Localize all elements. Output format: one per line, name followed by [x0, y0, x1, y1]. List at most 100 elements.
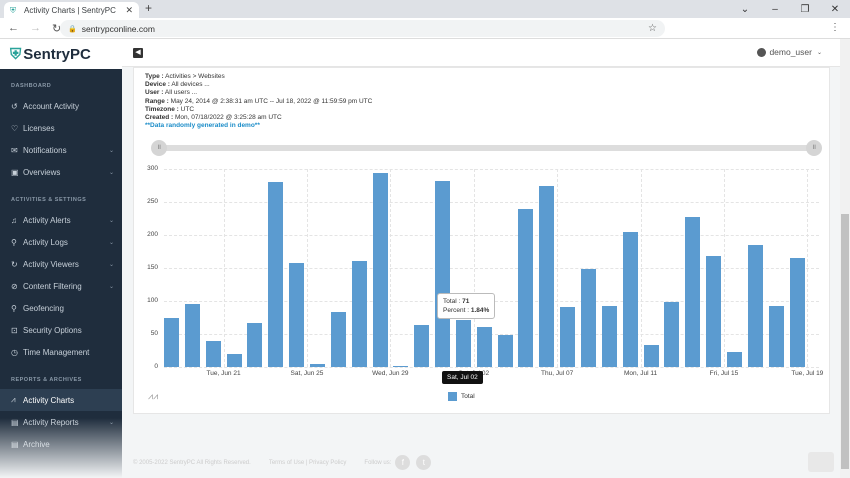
- clock-icon: ◷: [11, 347, 18, 357]
- slider-left-handle[interactable]: ॥: [151, 140, 167, 156]
- envelope-icon: ✉: [11, 145, 18, 155]
- y-tick-label: 0: [154, 363, 158, 370]
- bar[interactable]: [581, 269, 596, 367]
- bar[interactable]: [768, 306, 784, 367]
- sidebar-item-time-management[interactable]: ◷ Time Management: [0, 341, 122, 363]
- bar[interactable]: [643, 345, 659, 367]
- maximize-icon[interactable]: ❐: [800, 3, 810, 15]
- tooltip-date: Sat, Jul 02: [442, 371, 483, 384]
- lock-icon: 🔒: [68, 25, 77, 33]
- bar[interactable]: [351, 260, 367, 367]
- bar[interactable]: [247, 322, 263, 367]
- sidebar: ⛨ SentryPC DASHBOARD ↺ Account Activity ♡ L…: [0, 39, 122, 478]
- bar[interactable]: [601, 306, 617, 367]
- refresh-icon: ↻: [11, 259, 18, 269]
- bar[interactable]: [414, 325, 430, 367]
- sidebar-item-content-filtering[interactable]: ⊘ Content Filtering ⌄: [0, 275, 122, 297]
- reload-icon[interactable]: ↻: [52, 22, 62, 35]
- browser-tab[interactable]: ⛨ Activity Charts | SentryPC ✕: [4, 2, 139, 18]
- copyright: © 2005-2022 SentryPC All Rights Reserved…: [133, 459, 251, 466]
- bar[interactable]: [706, 256, 722, 367]
- url-input[interactable]: 🔒 sentrypconline.com ☆: [60, 20, 665, 37]
- bar[interactable]: [289, 263, 305, 367]
- x-tick-label: Fri, Jul 15: [709, 370, 739, 377]
- brand-logo[interactable]: ⛨ SentryPC: [0, 39, 122, 69]
- new-tab-button[interactable]: +: [145, 1, 153, 15]
- bookmark-star-icon[interactable]: ☆: [648, 23, 657, 34]
- bar[interactable]: [476, 326, 492, 367]
- bar[interactable]: [330, 311, 346, 367]
- collapse-sidebar-button[interactable]: ◀: [133, 48, 143, 58]
- sidebar-item-geofencing[interactable]: ⚲ Geofencing: [0, 297, 122, 319]
- user-menu[interactable]: demo_user ⌄: [757, 47, 822, 57]
- bar[interactable]: [497, 334, 513, 367]
- bar[interactable]: [726, 351, 742, 367]
- menu-kebab-icon[interactable]: ⋮: [830, 22, 840, 33]
- sidebar-item-label: Overviews: [23, 167, 61, 177]
- bar[interactable]: [622, 231, 638, 367]
- forward-icon[interactable]: →: [30, 22, 41, 34]
- close-window-icon[interactable]: ✕: [830, 3, 840, 15]
- bar[interactable]: [455, 320, 471, 367]
- username: demo_user: [769, 47, 812, 57]
- sidebar-item-activity-viewers[interactable]: ↻ Activity Viewers ⌄: [0, 253, 122, 275]
- bar[interactable]: [664, 301, 680, 367]
- report-meta: Type : Activities > Websites Device : Al…: [145, 73, 372, 130]
- bar[interactable]: [226, 354, 242, 367]
- timezone-value: UTC: [180, 105, 195, 113]
- page-scrollbar[interactable]: [840, 39, 850, 478]
- chart-legend[interactable]: Total: [448, 392, 475, 401]
- tab-search-icon[interactable]: ⌄: [740, 3, 750, 15]
- sidebar-item-label: Activity Logs: [23, 237, 68, 247]
- bar[interactable]: [393, 365, 409, 367]
- grid-line: [723, 169, 725, 367]
- shield-icon: ⛨: [10, 5, 16, 15]
- bar[interactable]: [518, 209, 534, 367]
- grid-line: [164, 235, 819, 236]
- window-controls: ⌄ – ❐ ✕: [730, 0, 850, 18]
- sidebar-item-activity-logs[interactable]: ⚲ Activity Logs ⌄: [0, 231, 122, 253]
- bar[interactable]: [539, 185, 555, 367]
- scroll-to-top-button[interactable]: [808, 452, 834, 472]
- twitter-icon[interactable]: t: [416, 455, 432, 470]
- sidebar-item-security-options[interactable]: ⊡ Security Options: [0, 319, 122, 341]
- bar[interactable]: [372, 172, 388, 367]
- chevron-down-icon: ⌄: [108, 169, 114, 176]
- grid-line: [807, 169, 809, 367]
- facebook-icon[interactable]: f: [395, 455, 411, 470]
- sidebar-item-licenses[interactable]: ♡ Licenses: [0, 117, 122, 139]
- footer: © 2005-2022 SentryPC All Rights Reserved…: [133, 455, 437, 470]
- bar[interactable]: [309, 364, 325, 367]
- bar[interactable]: [789, 258, 805, 367]
- x-tick-label: Tue, Jun 21: [206, 370, 241, 377]
- bar[interactable]: [685, 216, 701, 367]
- bar[interactable]: [164, 318, 179, 367]
- history-icon: ↺: [11, 101, 18, 111]
- bar[interactable]: [268, 182, 284, 367]
- bar[interactable]: [435, 180, 451, 367]
- x-tick-label: Tue, Jul 19: [791, 370, 824, 377]
- sidebar-item-overviews[interactable]: ▣ Overviews ⌄: [0, 161, 122, 183]
- search-icon: ⚲: [11, 237, 17, 247]
- y-tick-label: 300: [147, 165, 158, 172]
- sidebar-item-activity-charts[interactable]: ⩘ Activity Charts: [0, 389, 122, 411]
- sidebar-item-notifications[interactable]: ✉ Notifications ⌄: [0, 139, 122, 161]
- close-tab-icon[interactable]: ✕: [125, 4, 133, 15]
- bar[interactable]: [205, 340, 221, 367]
- x-tick-label: Sat, Jun 25: [290, 370, 324, 377]
- bar[interactable]: [184, 303, 200, 367]
- sidebar-fade: [0, 418, 122, 478]
- range-slider[interactable]: ॥ ॥: [151, 140, 822, 156]
- sidebar-item-account-activity[interactable]: ↺ Account Activity: [0, 95, 122, 117]
- sidebar-item-activity-alerts[interactable]: ♫ Activity Alerts ⌄: [0, 209, 122, 231]
- footer-links[interactable]: Terms of Use | Privacy Policy: [268, 459, 347, 466]
- bar[interactable]: [747, 244, 763, 367]
- scrollbar-thumb[interactable]: [841, 214, 849, 469]
- back-icon[interactable]: ←: [8, 22, 19, 34]
- url-text: sentrypconline.com: [81, 23, 155, 34]
- slider-right-handle[interactable]: ॥: [806, 140, 822, 156]
- navigator-thumbnail-icon[interactable]: ⩘⩘: [148, 391, 159, 401]
- minimize-icon[interactable]: –: [772, 3, 778, 15]
- bar[interactable]: [560, 306, 576, 367]
- tooltip-total-value: 71: [462, 298, 470, 305]
